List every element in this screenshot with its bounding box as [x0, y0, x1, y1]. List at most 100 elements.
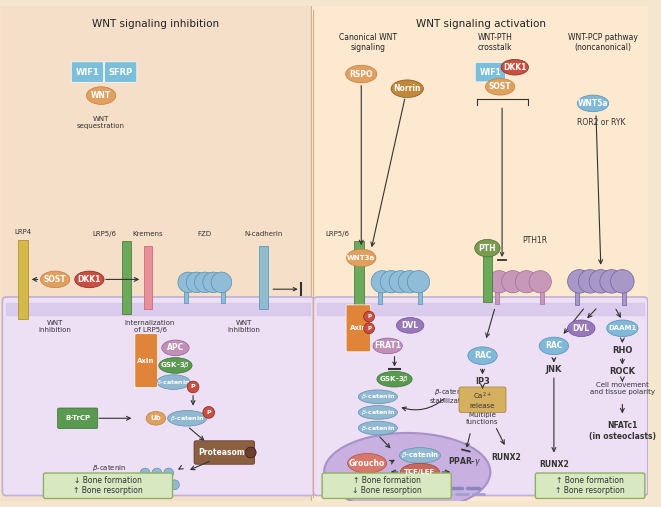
Text: P: P [206, 410, 211, 415]
Text: $\beta$-catenin: $\beta$-catenin [170, 414, 204, 423]
Text: IP3: IP3 [475, 377, 490, 386]
Circle shape [568, 270, 591, 293]
Text: Norrin: Norrin [393, 84, 421, 93]
Text: ROCK: ROCK [609, 368, 635, 376]
Circle shape [152, 468, 162, 478]
FancyBboxPatch shape [475, 62, 506, 82]
Circle shape [407, 271, 430, 293]
Bar [184, 275, 188, 303]
Circle shape [178, 272, 198, 293]
Ellipse shape [607, 320, 638, 337]
Text: P: P [191, 384, 196, 389]
Bar [483, 253, 492, 302]
Bar [378, 274, 382, 304]
Circle shape [194, 272, 215, 293]
Text: WIF1: WIF1 [75, 67, 99, 77]
Text: DKK1: DKK1 [78, 275, 101, 284]
Circle shape [158, 480, 168, 490]
Text: ROR2 or RYK: ROR2 or RYK [576, 118, 625, 127]
Text: ↓ Bone formation
↑ Bone resorption: ↓ Bone formation ↑ Bone resorption [73, 476, 143, 495]
Ellipse shape [358, 390, 397, 404]
Ellipse shape [162, 340, 189, 356]
Ellipse shape [485, 79, 515, 95]
Ellipse shape [475, 239, 500, 257]
Ellipse shape [539, 337, 568, 355]
Text: Canonical WNT
signaling: Canonical WNT signaling [339, 33, 397, 52]
Circle shape [399, 271, 420, 293]
Text: WIF1: WIF1 [479, 67, 501, 77]
Circle shape [611, 270, 634, 293]
Text: Groucho: Groucho [349, 459, 385, 468]
FancyBboxPatch shape [194, 441, 254, 464]
Circle shape [164, 468, 173, 478]
Circle shape [600, 270, 623, 293]
Ellipse shape [377, 371, 412, 387]
Text: DVL: DVL [572, 324, 590, 333]
Circle shape [589, 270, 613, 293]
Text: PPAR-$\gamma$: PPAR-$\gamma$ [448, 455, 481, 468]
Text: RHO: RHO [612, 346, 633, 355]
Text: WNT
inhibition: WNT inhibition [39, 320, 71, 334]
Text: RAC: RAC [474, 351, 491, 360]
Text: RSPO: RSPO [350, 69, 373, 79]
Text: LRP5/6: LRP5/6 [93, 231, 117, 237]
Circle shape [529, 271, 551, 293]
Text: TCF/LEF: TCF/LEF [405, 469, 436, 475]
Ellipse shape [87, 87, 116, 104]
Text: B-TrCP: B-TrCP [65, 415, 91, 421]
Bar [540, 274, 544, 304]
Text: WNT signaling activation: WNT signaling activation [416, 19, 545, 29]
FancyBboxPatch shape [1, 5, 315, 502]
FancyBboxPatch shape [135, 334, 157, 387]
Ellipse shape [501, 59, 529, 75]
Ellipse shape [187, 381, 199, 393]
Text: FRAT1: FRAT1 [374, 341, 401, 350]
Ellipse shape [468, 347, 497, 365]
Text: SOST: SOST [488, 82, 512, 91]
Bar [418, 274, 422, 304]
Circle shape [502, 271, 524, 293]
Text: Axin: Axin [137, 357, 155, 364]
Text: RAC: RAC [545, 341, 563, 350]
Text: ↑ Bone formation
↑ Bone resorption: ↑ Bone formation ↑ Bone resorption [555, 476, 625, 495]
Circle shape [488, 271, 510, 293]
Ellipse shape [399, 448, 440, 463]
Text: WNT-PCP pathway
(noncanonical): WNT-PCP pathway (noncanonical) [568, 33, 638, 52]
FancyBboxPatch shape [104, 62, 137, 82]
Text: SFRP: SFRP [108, 67, 133, 77]
Text: $\beta$-catenin
stabilization: $\beta$-catenin stabilization [430, 387, 473, 404]
Ellipse shape [358, 421, 397, 435]
Text: $\beta$-catenin
degradation: $\beta$-catenin degradation [88, 463, 130, 480]
Text: $\beta$-catenin: $\beta$-catenin [361, 423, 395, 432]
Circle shape [186, 272, 207, 293]
Text: FZD: FZD [198, 231, 212, 237]
Text: Internalization
of LRP5/6: Internalization of LRP5/6 [125, 320, 175, 334]
Text: JNK: JNK [546, 366, 562, 375]
Ellipse shape [358, 406, 397, 419]
Text: DAAM1: DAAM1 [608, 325, 637, 331]
FancyBboxPatch shape [313, 297, 648, 495]
Text: WNT5a: WNT5a [578, 99, 608, 108]
Bar [576, 274, 579, 305]
Text: $\beta$-catenin: $\beta$-catenin [401, 450, 439, 460]
Bar [143, 246, 153, 309]
Text: SOST: SOST [44, 275, 67, 284]
Ellipse shape [159, 357, 192, 373]
Text: GSK-3$\beta$: GSK-3$\beta$ [379, 374, 410, 384]
Ellipse shape [391, 80, 423, 97]
FancyBboxPatch shape [322, 473, 451, 498]
Text: WNT signaling inhibition: WNT signaling inhibition [93, 19, 219, 29]
Text: DVL: DVL [402, 321, 418, 330]
Ellipse shape [75, 271, 104, 288]
Bar [18, 240, 28, 318]
Ellipse shape [168, 411, 207, 426]
Text: PTH: PTH [479, 244, 496, 252]
Ellipse shape [146, 412, 166, 425]
Text: Cell movement
and tissue polarity: Cell movement and tissue polarity [590, 382, 655, 395]
Bar [623, 274, 626, 305]
Circle shape [170, 480, 179, 490]
Text: APC: APC [167, 343, 184, 352]
Circle shape [371, 271, 393, 293]
FancyBboxPatch shape [346, 305, 371, 352]
Text: WNT-PTH
crosstalk: WNT-PTH crosstalk [478, 33, 513, 52]
